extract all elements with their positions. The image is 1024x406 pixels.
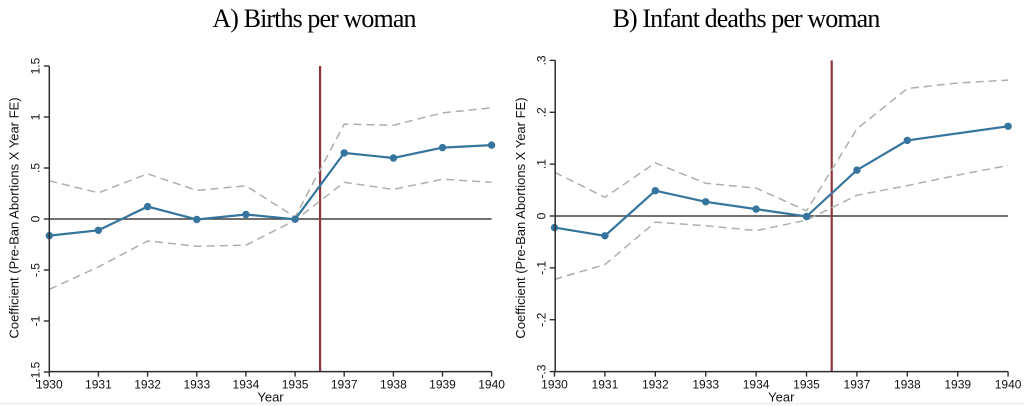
svg-text:1931: 1931: [592, 378, 619, 392]
svg-text:0: 0: [28, 215, 42, 222]
svg-text:.1: .1: [534, 159, 548, 169]
svg-text:1935: 1935: [282, 378, 309, 392]
svg-text:1934: 1934: [743, 378, 770, 392]
svg-text:-1: -1: [29, 315, 43, 326]
svg-text:1933: 1933: [692, 378, 719, 392]
svg-text:B) Infant deaths per woman: B) Infant deaths per woman: [613, 4, 881, 33]
svg-text:1930: 1930: [541, 378, 568, 392]
svg-text:-.2: -.2: [534, 312, 548, 326]
svg-text:A) Births per woman: A) Births per woman: [212, 4, 416, 33]
svg-text:1938: 1938: [380, 378, 407, 392]
svg-text:.2: .2: [534, 107, 548, 117]
svg-text:1937: 1937: [844, 378, 871, 392]
svg-text:1939: 1939: [429, 378, 456, 392]
svg-text:1930: 1930: [36, 378, 63, 392]
svg-text:Coefficient (Pre-Ban Abortions: Coefficient (Pre-Ban Abortions X Year FE…: [513, 97, 528, 338]
svg-text:1940: 1940: [995, 378, 1022, 392]
svg-text:1940: 1940: [478, 378, 505, 392]
svg-text:1933: 1933: [183, 378, 210, 392]
svg-text:Year: Year: [257, 390, 284, 405]
svg-text:.3: .3: [534, 55, 548, 65]
svg-text:0: 0: [534, 212, 548, 219]
svg-text:1: 1: [28, 113, 42, 120]
svg-text:-1.5: -1.5: [29, 361, 43, 382]
svg-text:Year: Year: [768, 390, 795, 405]
svg-text:1.5: 1.5: [28, 57, 42, 74]
svg-text:1937: 1937: [331, 378, 358, 392]
svg-text:1931: 1931: [85, 378, 112, 392]
svg-text:1938: 1938: [894, 378, 921, 392]
svg-text:1934: 1934: [233, 378, 260, 392]
svg-text:Coefficient (Pre-Ban Abortions: Coefficient (Pre-Ban Abortions X Year FE…: [6, 97, 21, 338]
svg-text:.5: .5: [28, 163, 42, 173]
svg-text:1935: 1935: [793, 378, 820, 392]
svg-text:-.3: -.3: [534, 364, 548, 378]
svg-text:-.5: -.5: [29, 263, 43, 277]
svg-text:-.1: -.1: [534, 261, 548, 275]
svg-text:1932: 1932: [134, 378, 161, 392]
svg-text:1939: 1939: [944, 378, 971, 392]
svg-text:1932: 1932: [642, 378, 669, 392]
